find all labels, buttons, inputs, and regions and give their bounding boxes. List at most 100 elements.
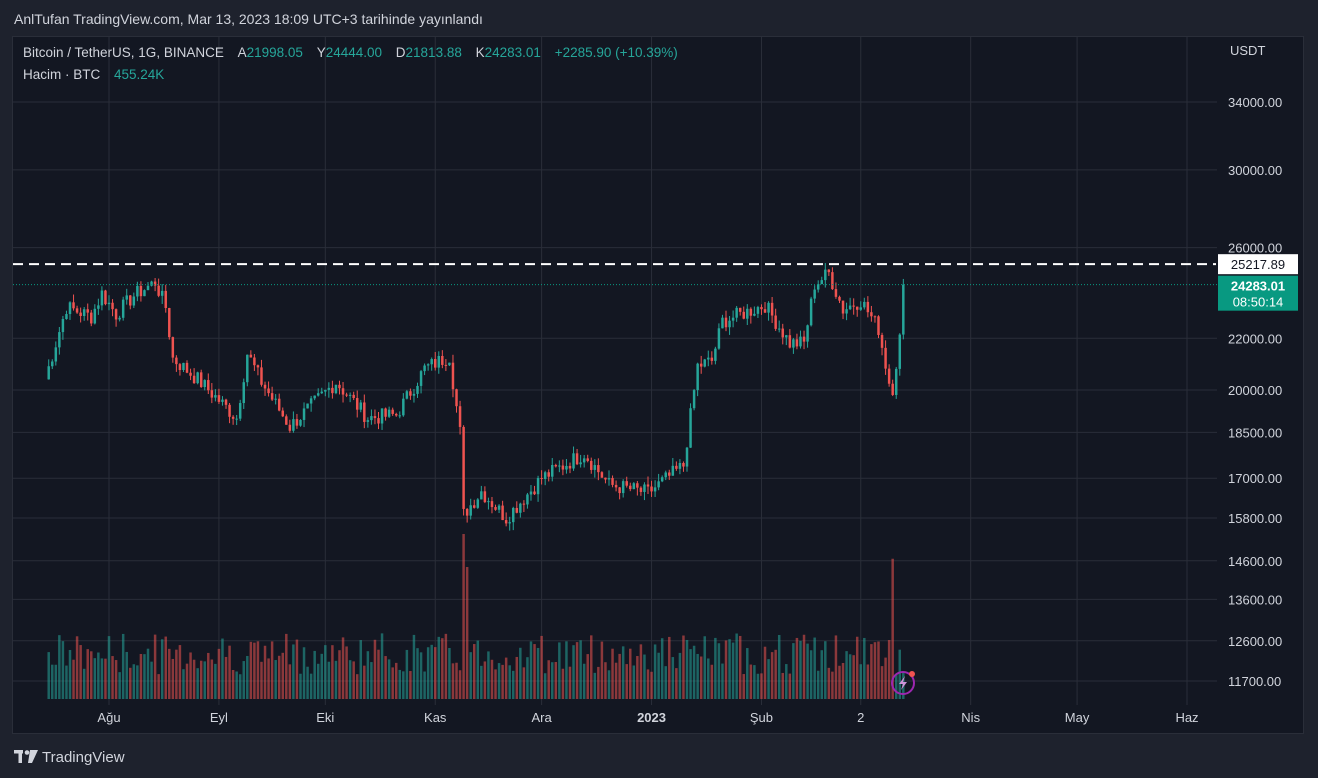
volume-bar bbox=[692, 645, 696, 699]
volume-bar bbox=[519, 647, 522, 699]
candle-body bbox=[600, 472, 604, 478]
candle-body bbox=[192, 375, 196, 384]
volume-bar bbox=[331, 645, 334, 699]
volume-bar bbox=[848, 654, 852, 699]
candle-body bbox=[366, 420, 370, 422]
volume-bar bbox=[320, 653, 324, 699]
candle-body bbox=[508, 522, 511, 524]
candle-body bbox=[898, 334, 902, 369]
chart-frame[interactable] bbox=[12, 36, 1304, 734]
volume-bar bbox=[217, 648, 221, 699]
candle-body bbox=[292, 419, 295, 431]
volume-bar bbox=[855, 636, 859, 699]
volume-bar bbox=[660, 638, 664, 699]
volume-bar bbox=[685, 639, 689, 699]
last-price-label: 24283.01 bbox=[1231, 279, 1285, 294]
candle-body bbox=[93, 308, 97, 324]
volume-bar bbox=[593, 672, 597, 699]
volume-bar bbox=[153, 634, 157, 699]
candle-body bbox=[880, 334, 884, 348]
candle-body bbox=[692, 390, 696, 409]
volume-bar bbox=[405, 649, 409, 699]
volume-bar bbox=[455, 662, 458, 699]
candle-body bbox=[253, 357, 256, 366]
candle-body bbox=[58, 332, 61, 348]
volume-bar bbox=[728, 639, 731, 699]
ohlc-legend: Bitcoin / TetherUS, 1G, BINANCE A21998.0… bbox=[23, 45, 678, 60]
candle-body bbox=[462, 426, 465, 509]
candle-body bbox=[554, 465, 558, 467]
volume-bar bbox=[795, 637, 799, 699]
candle-body bbox=[760, 307, 763, 310]
candle-body bbox=[61, 319, 65, 333]
volume-bar bbox=[806, 643, 809, 699]
candle-body bbox=[79, 312, 82, 317]
volume-bar bbox=[671, 657, 675, 699]
y-tick-label: 14600.00 bbox=[1228, 554, 1282, 569]
candle-body bbox=[348, 394, 352, 396]
footer-brand[interactable]: TradingView bbox=[14, 746, 125, 768]
publish-info: AnlTufan TradingView.com, Mar 13, 2023 1… bbox=[14, 11, 483, 27]
candle-body bbox=[476, 499, 480, 508]
volume-bar bbox=[370, 662, 373, 699]
volume-bar bbox=[380, 633, 384, 699]
candle-body bbox=[416, 385, 419, 394]
volume-bar bbox=[763, 646, 767, 699]
volume-bar bbox=[742, 674, 745, 699]
candle-body bbox=[859, 307, 863, 310]
volume-bar bbox=[802, 634, 806, 699]
candle-body bbox=[316, 393, 320, 396]
candle-body bbox=[770, 302, 774, 316]
candle-body bbox=[153, 281, 157, 286]
open-value: 21998.05 bbox=[246, 45, 303, 60]
volume-bar bbox=[717, 643, 721, 699]
candle-body bbox=[579, 462, 582, 465]
volume-bar bbox=[214, 663, 217, 699]
candle-body bbox=[487, 501, 490, 503]
change-value: +2285.90 (+10.39%) bbox=[554, 45, 678, 60]
volume-bar bbox=[788, 673, 792, 699]
volume-bar bbox=[72, 659, 75, 699]
symbol-title[interactable]: Bitcoin / TetherUS, 1G, BINANCE bbox=[23, 45, 224, 60]
candle-body bbox=[210, 390, 214, 398]
candle-body bbox=[526, 494, 529, 505]
candle-body bbox=[870, 312, 873, 317]
candle-body bbox=[852, 305, 855, 307]
candle-body bbox=[543, 472, 547, 479]
volume-bar bbox=[295, 639, 299, 699]
y-tick-label: 20000.00 bbox=[1228, 383, 1282, 398]
candle-body bbox=[788, 335, 792, 348]
volume-label[interactable]: Hacim · BTC bbox=[23, 67, 101, 82]
lightning-icon[interactable] bbox=[891, 671, 915, 695]
volume-bar bbox=[249, 641, 253, 699]
candle-body bbox=[54, 347, 58, 362]
volume-bar bbox=[540, 635, 543, 699]
volume-bar bbox=[824, 641, 827, 699]
volume-bar bbox=[394, 662, 398, 699]
candle-body bbox=[753, 313, 756, 316]
candle-body bbox=[111, 302, 114, 310]
volume-bar bbox=[543, 673, 547, 699]
volume-bar bbox=[185, 663, 189, 699]
volume-bar bbox=[508, 665, 511, 699]
candle-body bbox=[657, 481, 660, 488]
candle-body bbox=[696, 363, 699, 391]
candle-body bbox=[824, 269, 827, 281]
volume-bar bbox=[813, 637, 816, 699]
volume-bar bbox=[274, 660, 277, 699]
volume-bar bbox=[653, 644, 657, 699]
candle-body bbox=[480, 491, 483, 500]
volume-bar bbox=[625, 664, 628, 699]
volume-bar bbox=[363, 665, 366, 699]
volume-bar bbox=[341, 637, 345, 699]
volume-value: 455.24K bbox=[114, 67, 165, 82]
candle-body bbox=[749, 308, 753, 316]
candle-body bbox=[519, 503, 522, 513]
candle-body bbox=[785, 335, 788, 338]
volume-bar bbox=[781, 672, 784, 699]
candle-body bbox=[639, 487, 643, 492]
candle-body bbox=[902, 284, 905, 335]
candle-body bbox=[391, 409, 394, 414]
candle-body bbox=[767, 302, 770, 313]
